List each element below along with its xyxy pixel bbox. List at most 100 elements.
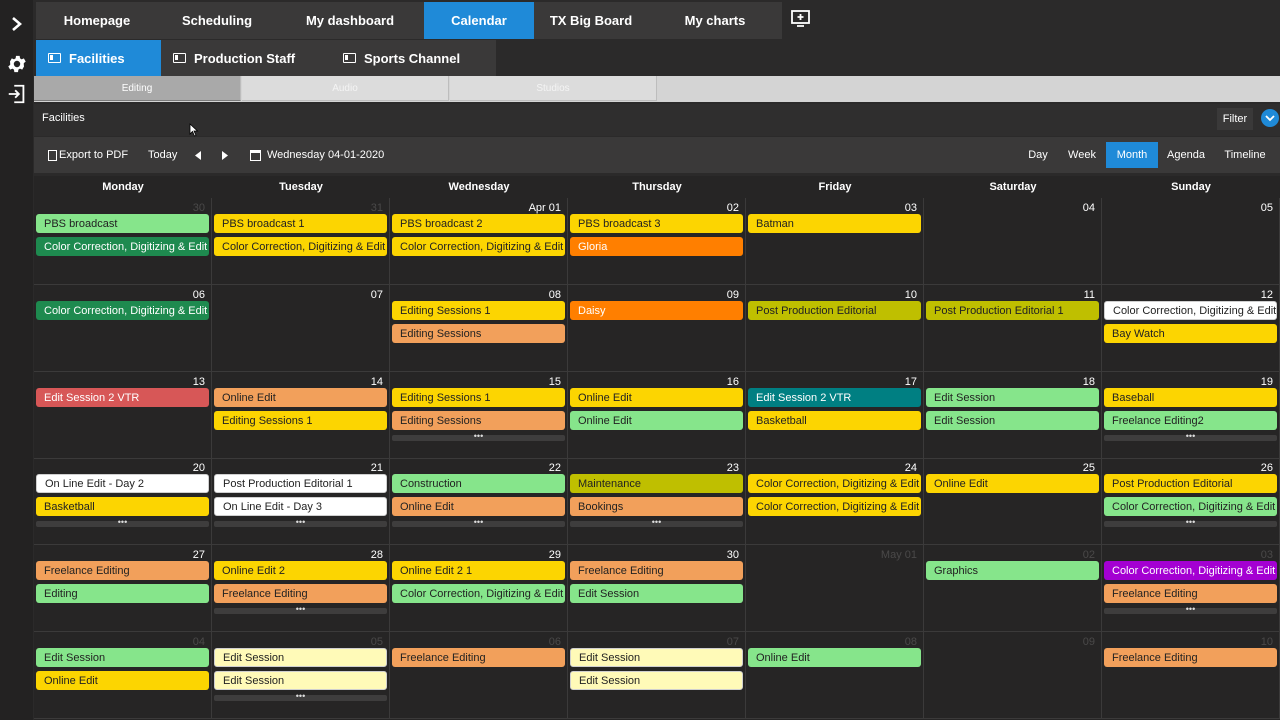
calendar-event[interactable]: Editing Sessions [392,411,565,430]
add-dashboard-icon[interactable] [790,9,812,29]
more-events-indicator[interactable]: ••• [214,518,387,527]
filter-toggle-chevron-icon[interactable] [1261,109,1279,127]
day-cell[interactable]: 21 Post Production Editorial 1 On Line Edi… [212,458,390,545]
day-cell[interactable]: 24 Color Correction, Digitizing & Edit Ma… [746,458,924,545]
more-events-indicator[interactable]: ••• [214,692,387,701]
day-cell[interactable]: 30 PBS broadcast Color Correction, Digitiz… [34,198,212,285]
day-cell[interactable]: 18 Edit Session Edit Session [924,372,1102,459]
calendar-event[interactable]: Editing Sessions 1 [392,388,565,407]
day-cell[interactable]: 22 Construction Online Edit ••• [390,458,568,545]
view-agenda-button[interactable]: Agenda [1167,149,1205,161]
day-cell[interactable]: 28 Online Edit 2 Freelance Editing ••• [212,545,390,632]
calendar-event[interactable]: Edit Session [570,648,743,667]
calendar-event[interactable]: Edit Session [36,648,209,667]
calendar-event[interactable]: Color Correction, Digitizing & Edit Ma [36,237,209,256]
filter-button[interactable]: Filter [1217,108,1253,130]
day-cell[interactable]: 23 Maintenance Bookings ••• [568,458,746,545]
calendar-event[interactable]: Freelance Editing [214,584,387,603]
day-cell[interactable]: 10 Post Production Editorial [746,285,924,372]
calendar-event[interactable]: On Line Edit - Day 2 [36,474,209,493]
day-cell[interactable]: 03 Batman [746,198,924,285]
calendar-event[interactable]: Post Production Editorial 1 [926,301,1099,320]
more-events-indicator[interactable]: ••• [1104,518,1277,527]
calendar-event[interactable]: Online Edit 2 1 [392,561,565,580]
calendar-event[interactable]: Edit Session 2 VTR [748,388,921,407]
day-cell[interactable]: 13 Edit Session 2 VTR [34,372,212,459]
day-cell[interactable]: 04 [924,198,1102,285]
calendar-event[interactable]: Color Correction, Digitizing & Edit Ma [214,237,387,256]
calendar-event[interactable]: Edit Session [214,648,387,667]
calendar-event[interactable]: Freelance Editing [1104,584,1277,603]
day-cell[interactable]: 08 Online Edit [746,632,924,719]
calendar-event[interactable]: Basketball [748,411,921,430]
calendar-event[interactable]: Bay Watch [1104,324,1277,343]
day-cell[interactable]: 10 Freelance Editing [1102,632,1280,719]
tab-homepage[interactable]: Homepage [63,13,131,28]
tab-scheduling[interactable]: Scheduling [181,13,253,28]
calendar-event[interactable]: PBS broadcast 3 [570,214,743,233]
view-month-button[interactable]: Month [1106,142,1158,168]
calendar-event[interactable]: Editing Sessions 1 [392,301,565,320]
calendar-event[interactable]: PBS broadcast 1 [214,214,387,233]
calendar-event[interactable]: Online Edit [570,388,743,407]
day-cell[interactable]: 03 Color Correction, Digitizing & Edit Ma… [1102,545,1280,632]
date-picker[interactable]: Wednesday 04-01-2020 [250,145,384,165]
today-button[interactable]: Today [148,149,178,161]
day-cell[interactable]: 05 [1102,198,1280,285]
prev-arrow-icon[interactable] [194,145,202,165]
more-events-indicator[interactable]: ••• [392,432,565,441]
calendar-event[interactable]: Online Edit [36,671,209,690]
day-cell[interactable]: 02 Graphics [924,545,1102,632]
calendar-event[interactable]: Freelance Editing [1104,648,1277,667]
calendar-event[interactable]: PBS broadcast [36,214,209,233]
day-cell[interactable]: 27 Freelance Editing Editing [34,545,212,632]
calendar-event[interactable]: Edit Session [570,671,743,690]
resource-tab-studios[interactable]: Studios [450,76,657,101]
calendar-event[interactable]: Color Correction, Digitizing & Edit Ma [36,301,209,320]
calendar-event[interactable]: Color Correction, Digitizing & Edit Ma [1104,301,1277,320]
logout-icon[interactable] [0,80,33,108]
day-cell[interactable]: 17 Edit Session 2 VTR Basketball [746,372,924,459]
tab-tx-big-board[interactable]: TX Big Board [549,13,633,28]
day-cell[interactable]: 08 Editing Sessions 1 Editing Sessions [390,285,568,372]
calendar-event[interactable]: Edit Session [214,671,387,690]
calendar-event[interactable]: Color Correction, Digitizing & Edit Ma [748,474,921,493]
calendar-event[interactable]: Maintenance [570,474,743,493]
day-cell[interactable]: 12 Color Correction, Digitizing & Edit Ma… [1102,285,1280,372]
calendar-event[interactable]: Edit Session 2 VTR [36,388,209,407]
calendar-event[interactable]: Online Edit 2 [214,561,387,580]
day-cell[interactable]: 26 Post Production Editorial Color Correct… [1102,458,1280,545]
next-arrow-icon[interactable] [221,145,229,165]
day-cell[interactable]: 29 Online Edit 2 1 Color Correction, Digit… [390,545,568,632]
calendar-event[interactable]: Online Edit [570,411,743,430]
day-cell[interactable]: 20 On Line Edit - Day 2 Basketball ••• [34,458,212,545]
calendar-event[interactable]: On Line Edit - Day 3 [214,497,387,516]
export-pdf-button[interactable]: Export to PDF [48,145,128,165]
calendar-event[interactable]: Graphics [926,561,1099,580]
calendar-event[interactable]: Color Correction, Digitizing & Edit Ma [1104,561,1277,580]
calendar-event[interactable]: Freelance Editing [36,561,209,580]
tab-calendar[interactable]: Calendar [424,2,534,39]
day-cell[interactable]: 07 Edit Session Edit Session [568,632,746,719]
more-events-indicator[interactable]: ••• [392,518,565,527]
more-events-indicator[interactable]: ••• [1104,605,1277,614]
day-cell[interactable]: 11 Post Production Editorial 1 [924,285,1102,372]
day-cell[interactable]: 30 Freelance Editing Edit Session [568,545,746,632]
day-cell[interactable]: 07 [212,285,390,372]
calendar-event[interactable]: Editing Sessions [392,324,565,343]
subtab-sports-channel[interactable]: Sports Channel [331,40,496,76]
day-cell[interactable]: Apr 01 PBS broadcast 2 Color Correction, D… [390,198,568,285]
calendar-event[interactable]: Editing Sessions 1 [214,411,387,430]
more-events-indicator[interactable]: ••• [570,518,743,527]
day-cell[interactable]: 02 PBS broadcast 3 Gloria [568,198,746,285]
more-events-indicator[interactable]: ••• [1104,432,1277,441]
calendar-event[interactable]: Gloria [570,237,743,256]
more-events-indicator[interactable]: ••• [214,605,387,614]
day-cell[interactable]: 09 Daisy [568,285,746,372]
calendar-event[interactable]: Bookings [570,497,743,516]
calendar-event[interactable]: Online Edit [214,388,387,407]
day-cell[interactable]: 15 Editing Sessions 1 Editing Sessions ••• [390,372,568,459]
calendar-event[interactable]: Online Edit [926,474,1099,493]
day-cell[interactable]: 06 Color Correction, Digitizing & Edit Ma [34,285,212,372]
day-cell[interactable]: 04 Edit Session Online Edit [34,632,212,719]
